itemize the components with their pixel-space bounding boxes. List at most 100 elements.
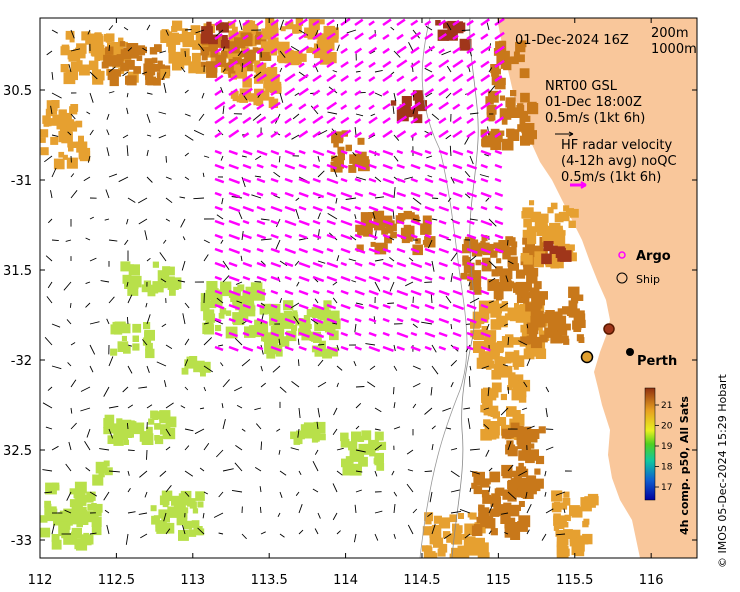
hf-arrow xyxy=(214,275,223,281)
gsl-arrow xyxy=(273,194,281,199)
ship-marker[interactable] xyxy=(580,350,594,364)
sst-pixel xyxy=(459,38,472,51)
hf-arrow xyxy=(270,275,281,282)
hf-arrow xyxy=(242,60,252,69)
gsl-arrow xyxy=(215,449,224,458)
hf-arrow xyxy=(256,345,264,351)
hf-arrow xyxy=(382,177,395,185)
gsl-arrow xyxy=(197,527,205,535)
gsl-arrow xyxy=(142,339,148,346)
sst-pixel xyxy=(576,294,584,301)
sst-pixel xyxy=(512,425,524,438)
hf-arrow xyxy=(298,275,310,282)
sst-pixel xyxy=(530,336,543,349)
sst-pixel xyxy=(481,261,492,272)
gsl-arrow xyxy=(431,524,436,535)
sst-pixel xyxy=(319,54,331,65)
gsl-arrow xyxy=(389,281,395,292)
sst-pixel xyxy=(260,303,271,314)
perth-marker[interactable] xyxy=(626,348,634,356)
hf-arrow xyxy=(466,275,474,281)
sst-pixel xyxy=(481,326,489,333)
gsl-arrow xyxy=(179,196,186,199)
gsl-arrow xyxy=(163,512,167,522)
gsl-arrow xyxy=(184,29,192,31)
timestamp-label: 01-Dec-2024 16Z xyxy=(515,33,629,48)
hf-arrow xyxy=(466,163,478,170)
hf-arrow xyxy=(466,205,474,211)
hf-arrow xyxy=(494,191,504,197)
gsl-arrow xyxy=(193,197,205,200)
gsl-arrow xyxy=(469,112,479,115)
gsl-arrow xyxy=(241,428,246,432)
sst-pixel xyxy=(266,349,276,359)
gsl-arrow xyxy=(106,524,110,535)
gsl-arrow xyxy=(44,155,53,163)
gsl-arrow xyxy=(317,381,327,388)
sst-pixel xyxy=(107,435,117,444)
sst-pixel xyxy=(44,529,51,536)
hf-arrow xyxy=(270,101,281,111)
gsl-arrow xyxy=(468,66,471,73)
gsl-arrow xyxy=(184,470,194,477)
hf-arrow xyxy=(228,74,238,83)
sst-pixel xyxy=(76,513,89,525)
hf-arrow xyxy=(326,233,336,240)
sst-pixel xyxy=(78,64,90,76)
hf-arrow xyxy=(298,303,309,310)
hf-arrow xyxy=(452,149,464,156)
sst-pixel xyxy=(525,302,535,312)
hf-arrow xyxy=(382,205,394,212)
sst-pixel xyxy=(390,231,397,239)
gsl-arrow xyxy=(407,524,414,535)
gsl-arrow xyxy=(108,356,114,367)
sst-pixel xyxy=(422,526,432,536)
gsl-arrow xyxy=(259,486,262,493)
gsl-arrow xyxy=(431,365,439,375)
sst-pixel xyxy=(518,379,531,392)
gsl-arrow xyxy=(279,386,287,393)
sst-pixel xyxy=(47,508,58,519)
isobath-label-200m: 200m xyxy=(651,26,688,41)
hf-arrow xyxy=(438,48,446,55)
sst-pixel xyxy=(284,53,295,64)
sst-pixel xyxy=(498,508,507,517)
gsl-arrow xyxy=(372,211,376,220)
gsl-arrow xyxy=(298,407,301,419)
sst-pixel xyxy=(494,356,506,369)
argo-float-marker[interactable] xyxy=(603,323,615,335)
gsl-arrow xyxy=(80,386,91,392)
gsl-arrow xyxy=(222,275,230,283)
hf-radar-arrows xyxy=(214,18,505,353)
hf-arrow xyxy=(214,115,225,125)
gsl-arrow xyxy=(336,530,341,535)
gsl-arrow xyxy=(331,155,338,159)
gsl-arrow xyxy=(488,530,492,535)
gsl-arrow xyxy=(70,407,73,414)
sst-pixel xyxy=(513,477,519,483)
sst-pixel xyxy=(215,325,222,332)
hf-arrow xyxy=(368,275,381,283)
sst-pixel xyxy=(583,518,590,525)
sst-pixel xyxy=(507,246,517,256)
hf-arrow xyxy=(396,205,404,211)
hf-arrow xyxy=(284,331,296,338)
hf-arrow xyxy=(466,345,474,351)
gsl-arrow xyxy=(443,533,452,539)
sst-pixel xyxy=(528,326,535,333)
gsl-arrow xyxy=(507,464,514,472)
gsl-arrow xyxy=(295,197,300,201)
sst-pixel xyxy=(128,264,134,270)
hf-legend-arrowhead xyxy=(580,181,587,189)
hf-arrow xyxy=(284,177,293,183)
x-tick-label: 114 xyxy=(333,573,358,588)
hf-arrow xyxy=(284,219,297,227)
hf-arrow xyxy=(298,219,310,226)
hf-arrow xyxy=(312,317,324,324)
hf-arrow xyxy=(326,74,337,83)
sst-pixel xyxy=(493,242,501,250)
gsl-arrow xyxy=(222,260,230,271)
hf-arrow xyxy=(242,233,252,240)
gsl-arrow xyxy=(393,92,397,102)
sst-pixel xyxy=(120,261,131,272)
